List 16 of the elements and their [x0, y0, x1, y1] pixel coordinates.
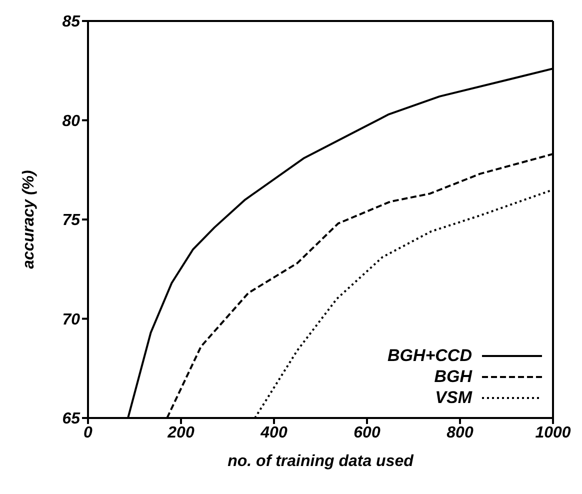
x-tick-label: 0: [84, 424, 93, 442]
x-axis-title: no. of training data used: [228, 453, 415, 470]
x-tick-label: 1000: [535, 424, 571, 442]
y-tick-label: 70: [62, 311, 80, 328]
y-tick-label: 85: [62, 14, 82, 31]
legend-label: BGH: [434, 366, 472, 387]
y-tick-label: 80: [62, 112, 80, 130]
legend-label: VSM: [435, 387, 472, 408]
legend-label: BGH+CCD: [387, 345, 472, 366]
x-tick-label: 200: [166, 424, 194, 442]
x-tick-label: 400: [260, 424, 288, 442]
y-axis-title: accuracy (%): [20, 170, 38, 269]
y-tick-label: 65: [62, 410, 82, 428]
x-tick-label: 600: [354, 424, 380, 442]
x-tick-label: 800: [446, 424, 474, 442]
y-tick-label: 75: [62, 212, 82, 230]
